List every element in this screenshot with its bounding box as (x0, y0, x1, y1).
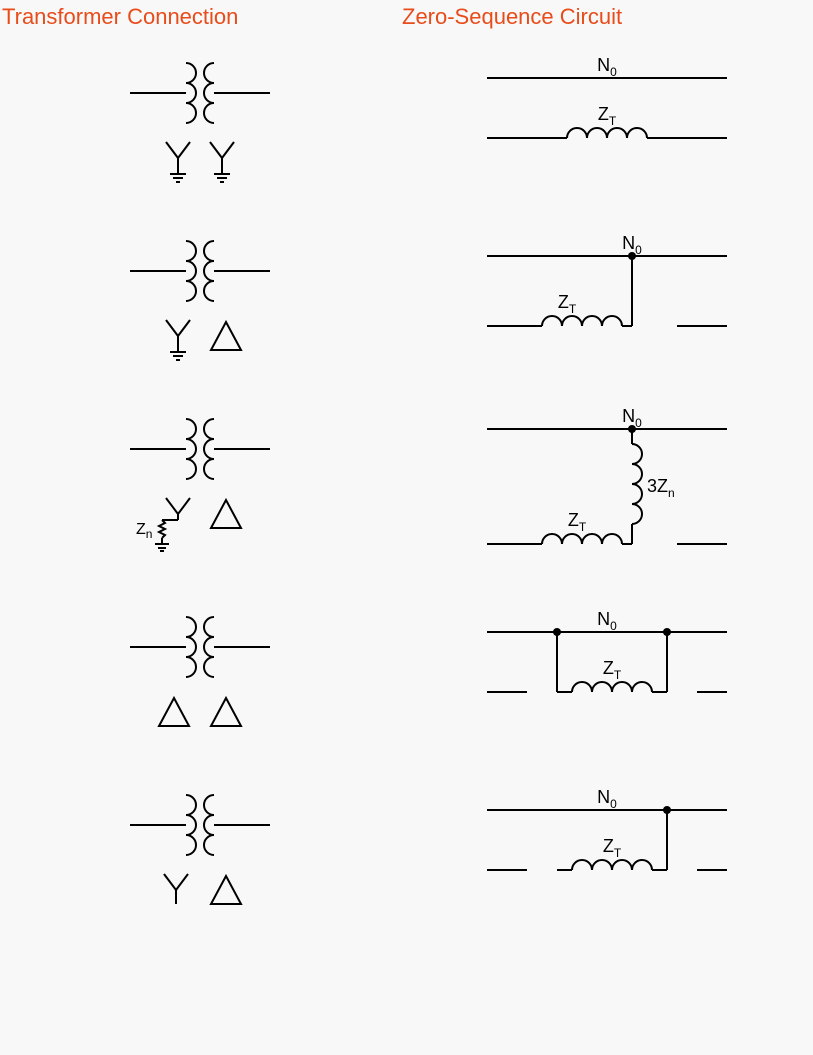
wye-ungrounded-icon (164, 874, 188, 904)
header-right: Zero-Sequence Circuit (402, 4, 622, 30)
row-1: N0 ZT (0, 38, 813, 208)
label-n0: N0 (597, 609, 617, 633)
row2-connection (90, 216, 310, 386)
row-2: N0 ZT (0, 216, 813, 386)
inductor-icon (572, 682, 652, 692)
label-zt: ZT (602, 836, 621, 860)
inductor-icon (542, 316, 622, 326)
row-5: N0 ZT (0, 770, 813, 940)
row3-zeroseq: N0 3Zn ZT (457, 394, 757, 584)
label-zt: ZT (557, 292, 576, 316)
row5-connection (90, 770, 310, 940)
row-4: N0 ZT (0, 592, 813, 762)
label-zt: ZT (567, 510, 586, 534)
delta-icon (211, 698, 241, 726)
row1-zeroseq: N0 ZT (457, 38, 757, 208)
label-n0: N0 (597, 787, 617, 811)
row2-zeroseq: N0 ZT (457, 216, 757, 386)
row3-connection: Zn (90, 394, 310, 584)
delta-icon (211, 322, 241, 350)
delta-icon (211, 500, 241, 528)
label-zn: Zn (136, 521, 152, 541)
label-zt: ZT (602, 658, 621, 682)
wye-grounded-icon (210, 142, 234, 182)
wye-impedance-grounded-icon (155, 498, 190, 551)
inductor-icon (567, 128, 647, 138)
row5-zeroseq: N0 ZT (457, 770, 757, 940)
wye-grounded-icon (166, 142, 190, 182)
label-3zn: 3Zn (647, 476, 675, 500)
wye-grounded-icon (166, 320, 190, 360)
inductor-icon (542, 534, 622, 544)
header-left: Transformer Connection (0, 4, 402, 30)
label-zt: ZT (597, 104, 616, 128)
inductor-vert-icon (632, 444, 642, 524)
label-n0: N0 (597, 55, 617, 79)
inductor-icon (572, 860, 652, 870)
row4-connection (90, 592, 310, 762)
row-3: Zn N0 3Zn ZT (0, 394, 813, 584)
row1-connection (90, 38, 310, 208)
row4-zeroseq: N0 ZT (457, 592, 757, 762)
delta-icon (211, 876, 241, 904)
delta-icon (159, 698, 189, 726)
